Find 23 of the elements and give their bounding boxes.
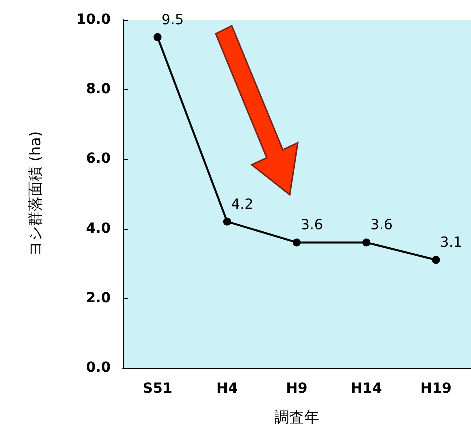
x-tick-label: S51	[143, 381, 173, 397]
x-axis-title: 調査年	[274, 408, 320, 426]
y-tick-label: 8.0	[86, 82, 112, 98]
y-tick-label: 0.0	[86, 360, 112, 376]
data-label: 3.6	[301, 218, 324, 234]
point	[362, 238, 371, 247]
y-axis-title: ヨシ群落面積 (ha)	[26, 131, 44, 257]
point	[223, 218, 232, 226]
x-tick-label: H4	[216, 381, 238, 397]
point	[293, 238, 301, 247]
data-label: 4.2	[231, 196, 254, 213]
y-tick-label: 10.0	[76, 12, 112, 28]
y-tick-label: 4.0	[86, 220, 112, 237]
y-tick-label: 6.0	[86, 151, 112, 168]
data-label: 3.1	[440, 235, 462, 252]
point	[154, 33, 162, 42]
x-tick-label: H9	[286, 381, 308, 397]
data-label: 9.5	[162, 12, 184, 28]
x-tick-label: H14	[351, 381, 382, 397]
data-label: 3.6	[370, 218, 393, 234]
point	[432, 256, 440, 264]
x-tick-label: H19	[420, 381, 452, 397]
y-tick-label: 2.0	[86, 290, 112, 306]
